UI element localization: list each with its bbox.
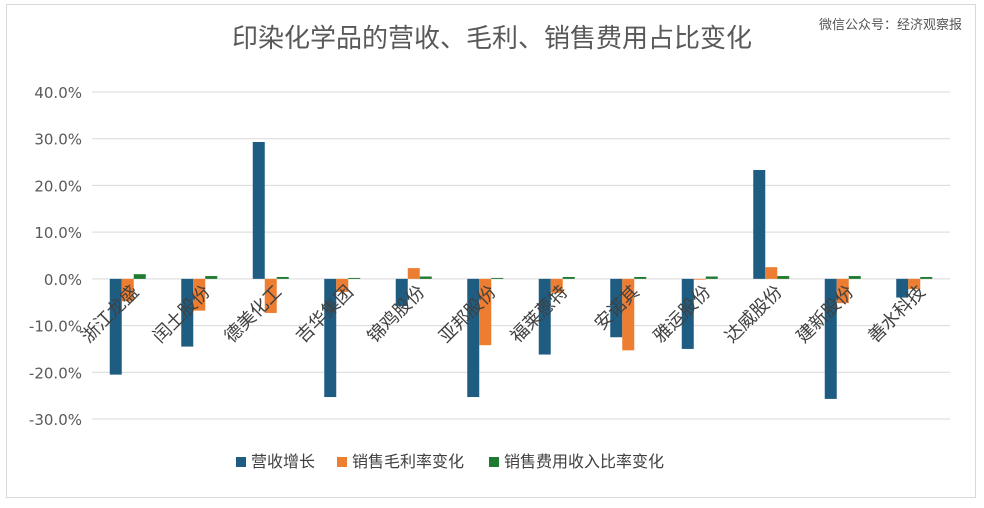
- bar-1: [109, 278, 122, 375]
- bar-2: [765, 267, 778, 279]
- chart-frame: [6, 4, 976, 498]
- bar-2: [622, 278, 635, 351]
- bar-2: [836, 278, 849, 304]
- bar-3: [419, 276, 432, 279]
- bar-3: [705, 276, 718, 279]
- legend-swatch: [236, 457, 246, 467]
- bar-3: [920, 276, 933, 279]
- y-tick-label: 10.0%: [34, 224, 82, 242]
- legend-swatch: [337, 457, 347, 467]
- y-tick-label: 30.0%: [34, 131, 82, 149]
- bar-1: [324, 278, 337, 398]
- watermark-text: 微信公众号：经济观察报: [818, 18, 962, 33]
- bar-1: [395, 278, 408, 306]
- y-tick-label: 40.0%: [34, 84, 82, 102]
- bar-3: [634, 276, 647, 279]
- bar-3: [777, 276, 790, 279]
- bar-2: [479, 278, 492, 346]
- y-tick-label: 0.0%: [44, 271, 82, 289]
- y-tick-label: -30.0%: [29, 411, 82, 429]
- bar-2: [693, 278, 706, 280]
- legend-label: 营收增长: [251, 452, 315, 471]
- bar-3: [276, 276, 289, 279]
- bar-1: [252, 141, 265, 279]
- bar-2: [121, 278, 134, 302]
- bar-2: [550, 278, 563, 293]
- x-category-label: 达威股份: [721, 282, 787, 348]
- legend-label: 销售费用收入比率变化: [504, 452, 664, 471]
- bar-1: [181, 278, 194, 347]
- bar-3: [562, 276, 575, 279]
- x-category-label: 德美化工: [221, 282, 287, 348]
- bar-1: [681, 278, 694, 349]
- legend-swatch: [489, 457, 499, 467]
- bar-3: [348, 277, 361, 279]
- y-tick-label: -10.0%: [29, 318, 82, 336]
- legend-label: 销售毛利率变化: [352, 452, 464, 471]
- y-tick-label: -20.0%: [29, 364, 82, 382]
- y-tick-label: 20.0%: [34, 177, 82, 195]
- bar-3: [133, 274, 146, 279]
- bar-3: [491, 277, 504, 279]
- bar-2: [193, 278, 206, 311]
- bar-2: [264, 278, 277, 313]
- bar-1: [610, 278, 623, 338]
- bar-1: [467, 278, 480, 398]
- bar-1: [753, 170, 766, 279]
- bar-1: [538, 278, 551, 355]
- chart-title: 印染化学品的营收、毛利、销售费用占比变化: [231, 24, 752, 54]
- bar-3: [205, 276, 218, 279]
- bar-1: [896, 278, 909, 298]
- bar-2: [908, 278, 921, 290]
- bar-1: [824, 278, 837, 399]
- bar-2: [407, 268, 420, 279]
- bar-2: [336, 278, 349, 292]
- bar-3: [848, 276, 861, 279]
